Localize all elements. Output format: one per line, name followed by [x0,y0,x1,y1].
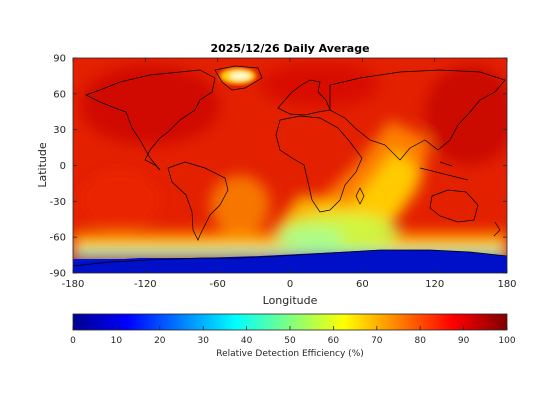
colorbar-tick-label: 90 [458,336,470,346]
x-tick-label: 180 [497,279,516,290]
coastline-antarctica [73,249,507,267]
x-tick-label: 120 [425,279,444,290]
y-tick-label: -90 [50,269,66,280]
y-axis-label: Latitude [36,142,49,188]
x-axis: -180 -120 -60 0 60 120 180 [62,58,517,290]
y-tick-label: 90 [53,54,66,65]
colorbar-tick-label: 80 [414,336,426,346]
coastline-europe [277,79,331,116]
coastline-greenland [214,65,263,91]
coastline-new-zealand [493,221,501,237]
coastline-asia [329,69,506,161]
colorbar-tick-label: 70 [371,336,383,346]
colorbar-ticks: 0 10 20 30 40 50 60 70 80 90 100 [70,326,516,346]
y-axis: -90 -60 -30 0 30 60 90 [50,54,507,280]
coastline-madagascar [355,187,365,205]
coastline-australia [429,189,479,223]
colorbar-label: Relative Detection Efficiency (%) [216,349,364,359]
coastline-indonesia [419,161,469,181]
colorbar-tick-label: 30 [197,336,209,346]
coastline-africa [275,115,363,213]
colorbar-tick-label: 100 [498,336,515,346]
x-tick-label: 60 [356,279,369,290]
y-tick-label: -60 [50,233,66,244]
coastline-north-america [85,69,216,171]
y-tick-label: 30 [53,125,66,136]
x-tick-label: -120 [134,279,157,290]
coastlines [73,65,507,267]
x-tick-label: -180 [62,279,85,290]
x-tick-label: 0 [287,279,293,290]
colorbar-tick-label: 0 [70,336,76,346]
chart-title: 2025/12/26 Daily Average [210,42,369,55]
colorbar-tick-label: 40 [241,336,253,346]
x-tick-label: -60 [209,279,225,290]
y-tick-label: -30 [50,197,66,208]
y-tick-label: 0 [60,161,66,172]
coastline-south-america [167,161,229,241]
colorbar-tick-label: 20 [154,336,166,346]
x-axis-label: Longitude [263,294,318,307]
y-tick-label: 60 [53,89,66,100]
colorbar-tick-label: 60 [328,336,340,346]
colorbar-tick-label: 50 [284,336,296,346]
colorbar-tick-label: 10 [111,336,123,346]
